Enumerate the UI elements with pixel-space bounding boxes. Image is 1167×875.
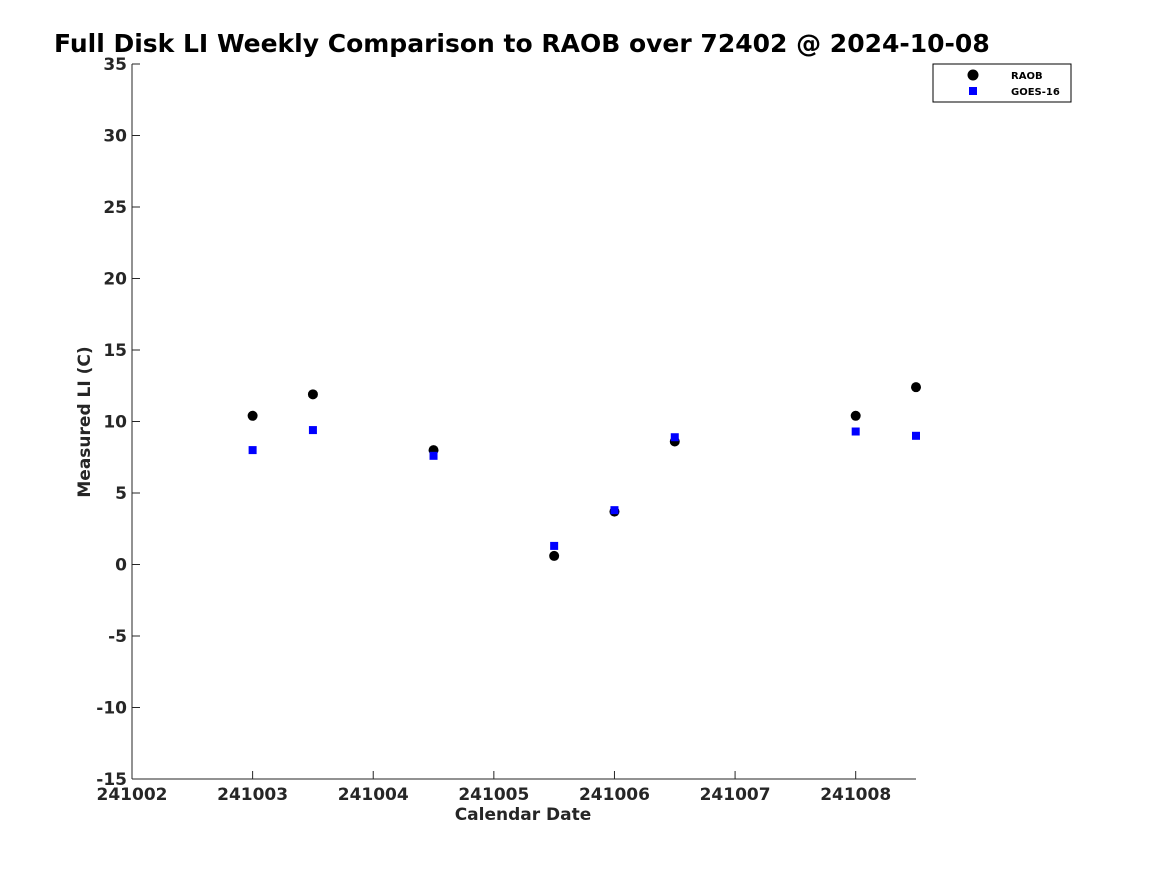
legend-label: GOES-16 <box>1011 87 1060 98</box>
x-tick-label: 241002 <box>97 785 168 805</box>
goes-16-point <box>851 427 860 436</box>
chart-title: Full Disk LI Weekly Comparison to RAOB o… <box>54 29 990 58</box>
y-tick-label: 35 <box>103 55 127 75</box>
goes-16-point <box>248 446 257 455</box>
legend-label: RAOB <box>1011 71 1043 82</box>
x-tick-label: 241008 <box>820 785 891 805</box>
raob-point <box>850 410 861 421</box>
data-points <box>247 382 921 561</box>
y-tick-label: 30 <box>103 127 127 147</box>
y-tick-label: 0 <box>115 556 127 576</box>
raob-point <box>307 389 318 400</box>
plot-area <box>131 64 916 780</box>
x-tick-label: 241004 <box>338 785 409 805</box>
x-tick-label: 241006 <box>579 785 650 805</box>
legend-marker-goes-16 <box>969 87 977 95</box>
x-tick-label: 241007 <box>700 785 771 805</box>
goes-16-point <box>429 451 438 460</box>
y-tick-label: -15 <box>96 770 127 790</box>
goes-16-point <box>610 506 619 515</box>
y-tick-label: 5 <box>115 484 127 504</box>
y-axis-label: Measured LI (C) <box>75 346 95 497</box>
raob-point <box>247 410 258 421</box>
goes-16-point <box>550 541 559 550</box>
goes-16-point <box>308 426 317 435</box>
x-axis-label: Calendar Date <box>455 805 592 825</box>
y-tick-label: 10 <box>103 413 127 433</box>
goes-16-point <box>912 431 920 440</box>
x-tick-label: 241005 <box>458 785 529 805</box>
legend-marker-raob <box>967 69 979 81</box>
y-tick-label: 15 <box>103 341 127 361</box>
y-tick-label: 25 <box>103 198 127 218</box>
legend-box <box>932 63 1072 103</box>
legend: RAOB GOES-16 <box>932 63 1072 103</box>
x-tick-label: 241003 <box>217 785 288 805</box>
y-tick-label: -10 <box>96 699 127 719</box>
x-axis: 241002 241003 241004 241005 241006 241007 2410… <box>97 771 891 805</box>
y-tick-label: 20 <box>103 270 127 290</box>
raob-point <box>911 382 921 393</box>
y-axis: 35 30 25 20 15 10 5 0 -5 -10 -15 <box>96 55 140 790</box>
y-tick-label: -5 <box>108 627 127 647</box>
raob-point <box>549 550 560 561</box>
goes-16-point <box>670 433 679 442</box>
